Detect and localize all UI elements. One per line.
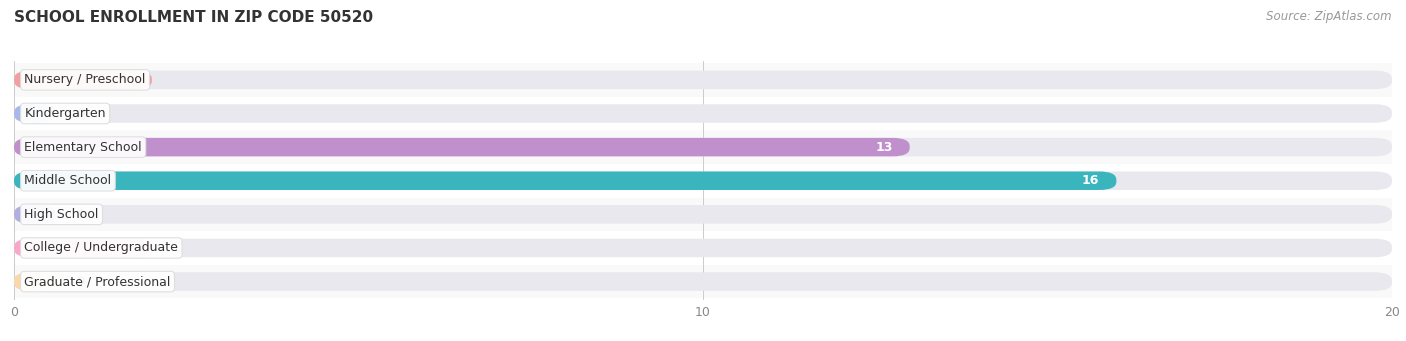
Text: College / Undergraduate: College / Undergraduate: [24, 241, 179, 254]
FancyBboxPatch shape: [14, 272, 55, 291]
Text: Kindergarten: Kindergarten: [24, 107, 105, 120]
FancyBboxPatch shape: [14, 138, 910, 157]
FancyBboxPatch shape: [14, 71, 152, 89]
Text: 0: 0: [76, 208, 84, 221]
FancyBboxPatch shape: [14, 205, 1392, 224]
FancyBboxPatch shape: [14, 172, 1392, 190]
Text: 2: 2: [127, 73, 135, 86]
Text: 16: 16: [1081, 174, 1099, 187]
FancyBboxPatch shape: [14, 197, 1392, 231]
FancyBboxPatch shape: [14, 239, 152, 257]
Text: Middle School: Middle School: [24, 174, 111, 187]
FancyBboxPatch shape: [14, 164, 1392, 197]
FancyBboxPatch shape: [14, 97, 1392, 130]
FancyBboxPatch shape: [14, 239, 1392, 257]
FancyBboxPatch shape: [14, 138, 1392, 157]
FancyBboxPatch shape: [14, 104, 55, 123]
Text: Graduate / Professional: Graduate / Professional: [24, 275, 170, 288]
FancyBboxPatch shape: [14, 272, 1392, 291]
Text: 13: 13: [875, 140, 893, 153]
Text: SCHOOL ENROLLMENT IN ZIP CODE 50520: SCHOOL ENROLLMENT IN ZIP CODE 50520: [14, 10, 373, 25]
FancyBboxPatch shape: [14, 63, 1392, 97]
Text: Nursery / Preschool: Nursery / Preschool: [24, 73, 146, 86]
FancyBboxPatch shape: [14, 231, 1392, 265]
Text: Source: ZipAtlas.com: Source: ZipAtlas.com: [1267, 10, 1392, 23]
Text: Elementary School: Elementary School: [24, 140, 142, 153]
Text: 0: 0: [76, 107, 84, 120]
FancyBboxPatch shape: [14, 71, 1392, 89]
FancyBboxPatch shape: [14, 172, 1116, 190]
FancyBboxPatch shape: [14, 104, 1392, 123]
Text: 2: 2: [127, 241, 135, 254]
FancyBboxPatch shape: [14, 130, 1392, 164]
FancyBboxPatch shape: [14, 205, 55, 224]
FancyBboxPatch shape: [14, 265, 1392, 298]
Text: High School: High School: [24, 208, 98, 221]
Text: 0: 0: [76, 275, 84, 288]
